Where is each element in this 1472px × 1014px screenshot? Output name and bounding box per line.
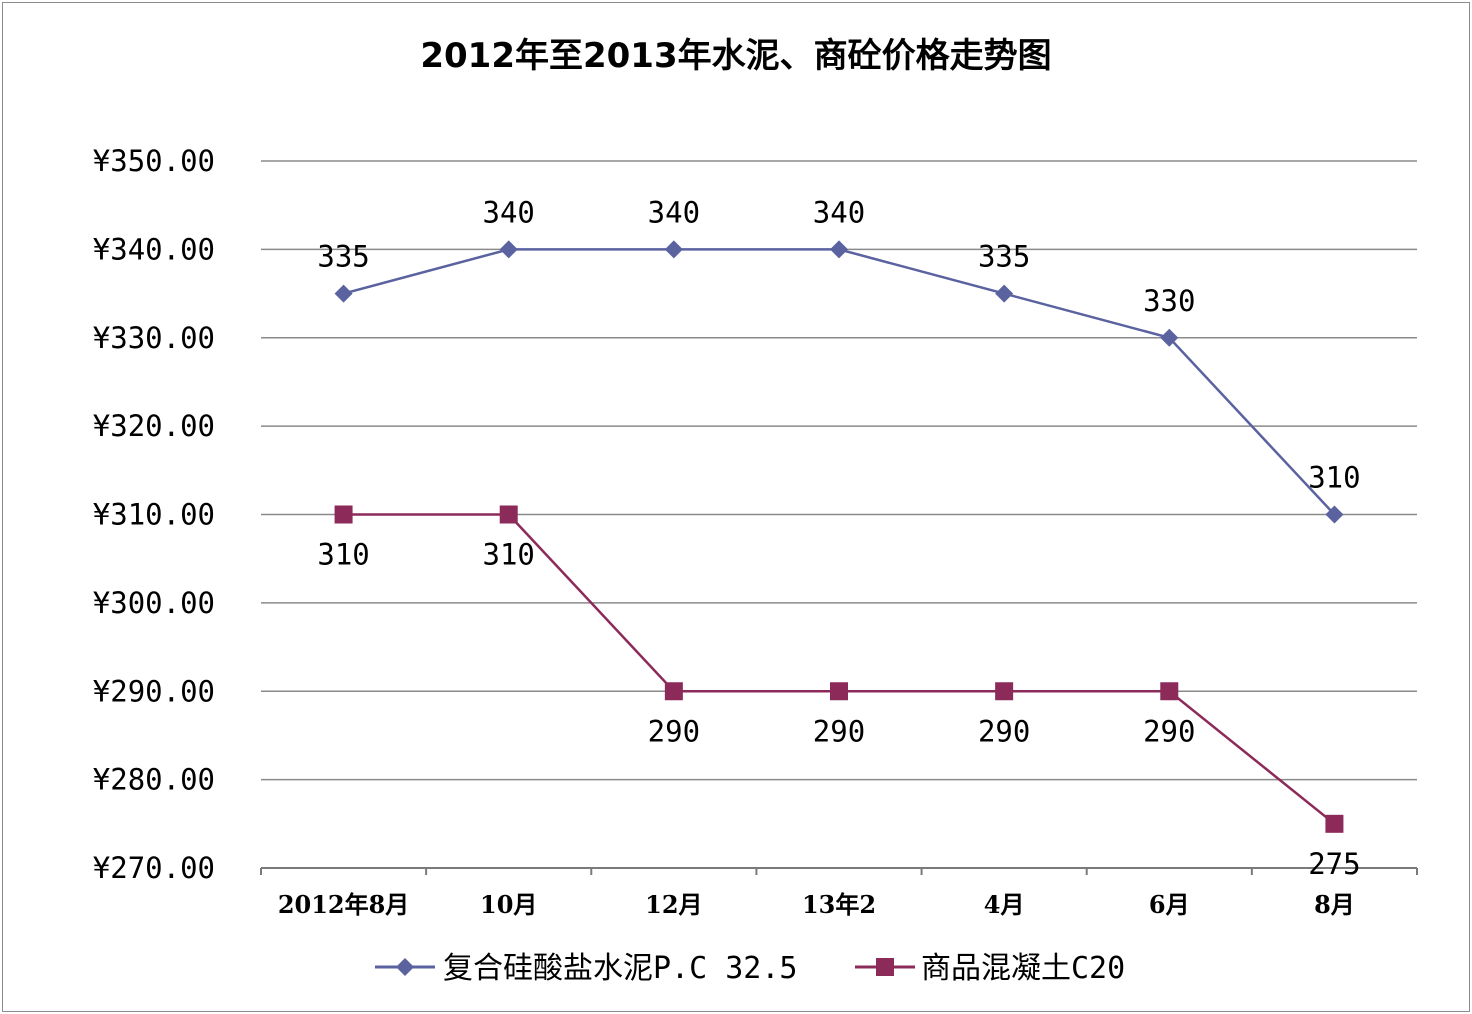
line-chart: 2012年至2013年水泥、商砼价格走势图 ¥350.00 ¥340.00 ¥330… [93, 36, 1418, 986]
data-point-diamond [499, 240, 518, 259]
data-label: 340 [483, 195, 535, 229]
legend: 复合硅酸盐水泥P.C 32.5 商品混凝土C20 [375, 951, 1125, 986]
y-tick-label: ¥330.00 [93, 321, 215, 355]
data-point-diamond [1325, 505, 1344, 524]
x-tick-label: 2012年8月 [278, 890, 410, 919]
y-tick-label: ¥350.00 [93, 144, 215, 178]
series-layer [334, 240, 1344, 833]
data-label: 310 [317, 538, 369, 572]
chart-title: 2012年至2013年水泥、商砼价格走势图 [420, 36, 1051, 76]
data-label: 275 [1308, 847, 1360, 881]
data-point-square [499, 505, 518, 524]
data-label: 290 [813, 714, 865, 748]
data-point-square [1160, 682, 1179, 701]
x-tick-label: 10月 [480, 890, 537, 919]
data-point-diamond [995, 284, 1014, 303]
data-labels: 335 340 340 340 335 330 310 310 310 290 290 290 290 2… [317, 195, 1360, 880]
legend-marker-diamond [396, 958, 414, 976]
axes: ¥350.00 ¥340.00 ¥330.00 ¥320.00 ¥310.00 ¥300.… [93, 144, 1418, 919]
data-label: 335 [978, 240, 1030, 274]
data-point-square [664, 682, 683, 701]
y-tick-label: ¥300.00 [93, 586, 215, 620]
data-point-square [830, 682, 848, 701]
legend-marker-square [876, 958, 894, 976]
y-tick-label: ¥280.00 [93, 763, 215, 797]
data-point-diamond [1160, 328, 1179, 347]
x-tick-label: 4月 [984, 890, 1025, 919]
y-tick-label: ¥320.00 [93, 409, 215, 443]
x-tick-label: 13年2 [802, 890, 876, 919]
data-label: 290 [1143, 714, 1195, 748]
y-tick-label: ¥270.00 [93, 851, 215, 885]
y-tick-label: ¥310.00 [93, 498, 215, 532]
data-label: 290 [978, 714, 1030, 748]
data-point-square [1325, 814, 1344, 833]
legend-label-1: 复合硅酸盐水泥P.C 32.5 [443, 951, 798, 986]
legend-label-2: 商品混凝土C20 [921, 951, 1125, 986]
data-label: 290 [648, 714, 700, 748]
x-tick-label: 12月 [645, 890, 702, 919]
x-tick-label: 8月 [1314, 890, 1355, 919]
y-tick-label: ¥290.00 [93, 674, 215, 708]
data-point-diamond [334, 284, 353, 303]
data-label: 340 [648, 195, 700, 229]
data-label: 310 [483, 538, 535, 572]
data-label: 330 [1143, 284, 1195, 318]
data-point-diamond [664, 240, 683, 259]
data-label: 310 [1308, 461, 1360, 495]
data-label: 335 [317, 240, 369, 274]
data-point-square [995, 682, 1014, 701]
y-tick-label: ¥340.00 [93, 232, 215, 266]
x-tick-label: 6月 [1149, 890, 1190, 919]
data-point-diamond [830, 240, 848, 259]
data-point-square [334, 505, 353, 524]
data-label: 340 [813, 195, 865, 229]
